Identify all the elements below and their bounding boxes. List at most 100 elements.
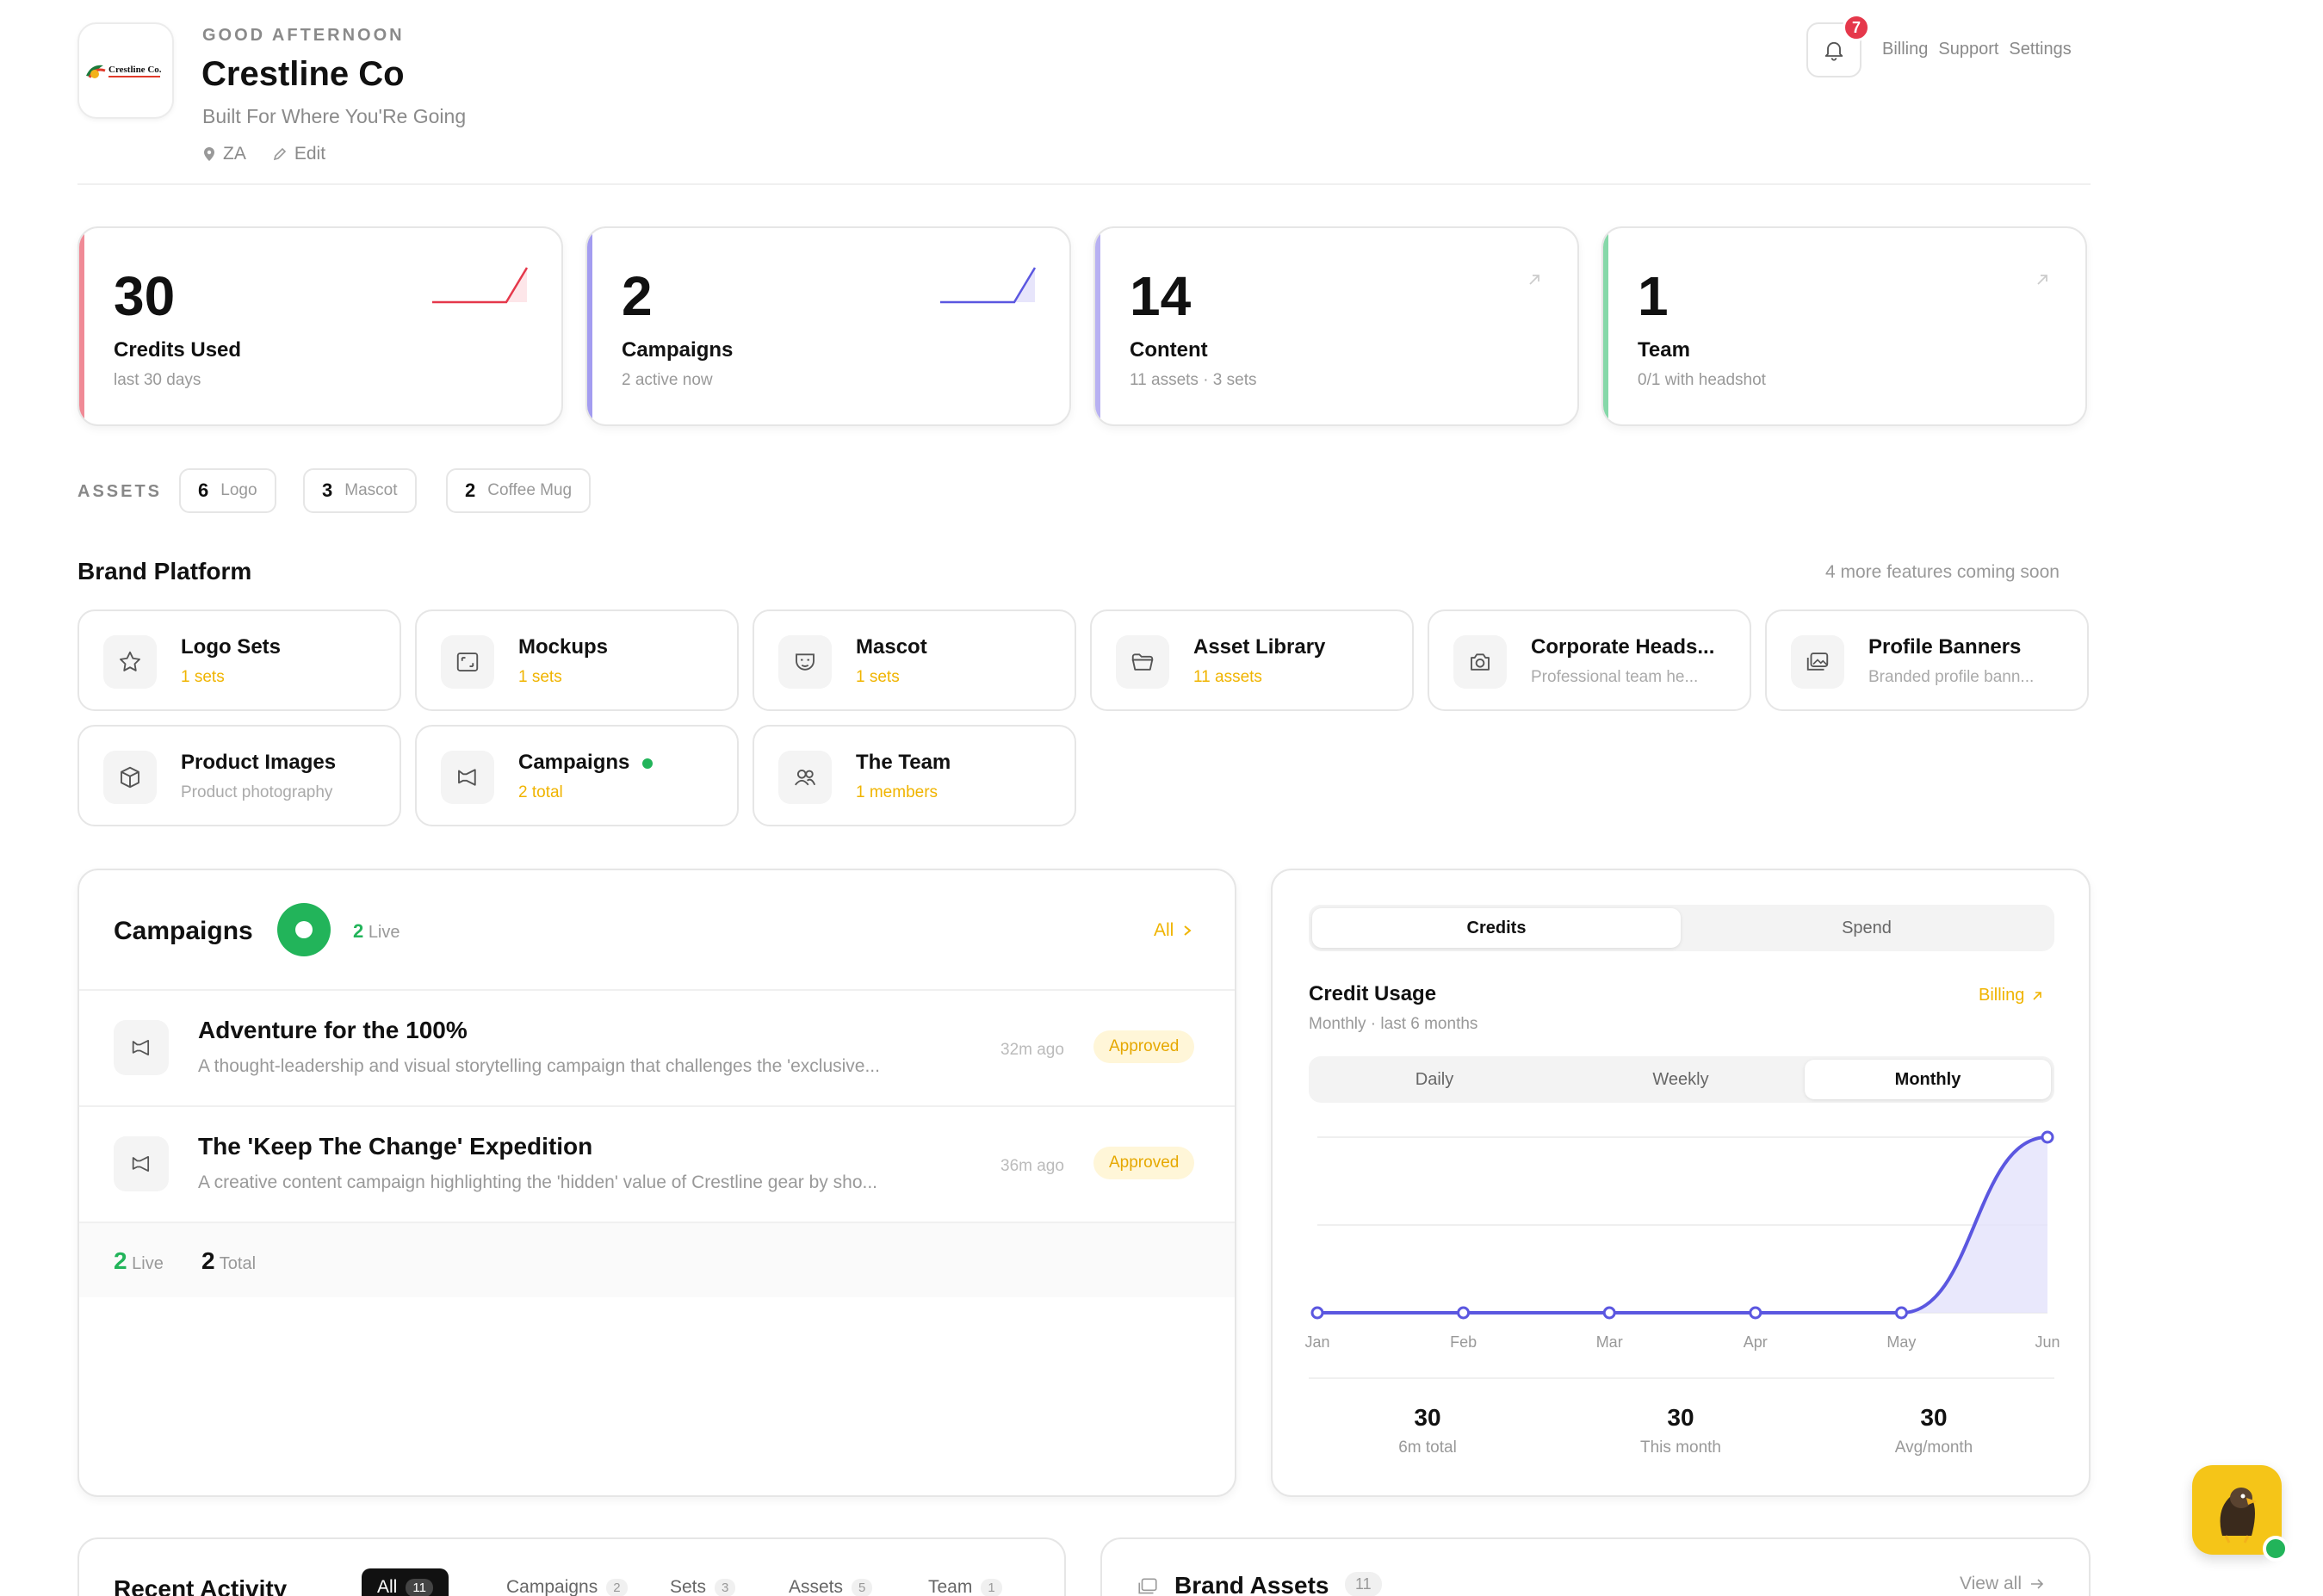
billing-link[interactable]: Billing <box>1979 986 2043 1005</box>
feature-sub: 1 members <box>856 783 938 801</box>
stat-card-campaigns[interactable]: 2 Campaigns 2 active now <box>585 226 1071 426</box>
campaigns-title: Campaigns <box>114 917 253 945</box>
campaigns-footer: 2 Live 2 Total <box>79 1222 1235 1297</box>
asset-chip-mascot[interactable]: 3 Mascot <box>303 468 417 513</box>
mask-icon <box>796 653 815 671</box>
feature-sub: Professional team he... <box>1531 668 1699 686</box>
campaign-time: 32m ago <box>1000 1041 1064 1059</box>
campaign-title: The 'Keep The Change' Expedition <box>198 1133 593 1160</box>
asset-chip-logo[interactable]: 6 Logo <box>179 468 276 513</box>
feature-asset-library[interactable]: Asset Library 11 assets <box>1090 609 1414 711</box>
chevron-right-icon <box>1184 925 1192 936</box>
all-campaigns-link[interactable]: All <box>1154 920 1192 941</box>
stat-card-content[interactable]: 14 Content 11 assets · 3 sets <box>1093 226 1579 426</box>
chip-label: Mascot <box>344 481 398 499</box>
summary-label: Avg/month <box>1894 1438 1973 1457</box>
campaign-row[interactable]: The 'Keep The Change' Expedition A creat… <box>79 1105 1235 1222</box>
stat-card-team[interactable]: 1 Team 0/1 with headshot <box>1601 226 2087 426</box>
brand-assets-title: Brand Assets <box>1174 1572 1329 1596</box>
edit-link[interactable]: Edit <box>272 144 325 164</box>
campaign-description: A thought-leadership and visual storytel… <box>198 1056 880 1076</box>
stat-accent-bar <box>1095 228 1100 424</box>
tab-label: All <box>377 1577 398 1596</box>
chart-point-apr[interactable] <box>1749 1306 1762 1320</box>
brand-assets-count: 11 <box>1345 1572 1382 1596</box>
bell-icon <box>1824 41 1843 61</box>
period-daily[interactable]: Daily <box>1415 1069 1454 1089</box>
arrow-right-icon <box>2030 1579 2044 1589</box>
crestline-logo-icon: Crestline Co. <box>86 65 162 78</box>
feature-product-images[interactable]: Product Images Product photography <box>77 725 401 826</box>
status-badge: Approved <box>1093 1147 1195 1179</box>
chart-x-label: Feb <box>1450 1333 1477 1351</box>
images-icon <box>1138 1578 1157 1594</box>
brand-assets-panel: Brand Assets 11 View all <box>1100 1537 2091 1596</box>
feature-title: Corporate Heads... <box>1531 635 1715 659</box>
feature-mockups[interactable]: Mockups 1 sets <box>415 609 739 711</box>
feature-the-team[interactable]: The Team 1 members <box>753 725 1076 826</box>
feature-title: The Team <box>856 751 951 774</box>
live-indicator-dot <box>295 921 313 938</box>
live-count: 2 <box>353 920 364 942</box>
period-weekly[interactable]: Weekly <box>1652 1069 1709 1089</box>
chart-point-may[interactable] <box>1894 1306 1908 1320</box>
chart-area <box>1317 1137 2047 1313</box>
chart-point-jun[interactable] <box>2041 1130 2054 1144</box>
company-name: Crestline Co <box>201 55 405 93</box>
stat-label: Content <box>1130 338 1208 362</box>
tab-campaigns[interactable]: Campaigns 2 <box>491 1568 643 1596</box>
stat-sub: 11 assets · 3 sets <box>1130 371 1257 389</box>
live-indicator <box>277 903 331 956</box>
campaign-title: Adventure for the 100% <box>198 1017 468 1043</box>
tab-all[interactable]: All 11 <box>362 1568 449 1596</box>
tab-assets[interactable]: Assets 5 <box>773 1568 888 1596</box>
footer-total-label: Total <box>219 1254 257 1273</box>
settings-link[interactable]: Settings <box>2009 40 2072 59</box>
chart-point-jan[interactable] <box>1310 1306 1324 1320</box>
feature-title: Mockups <box>518 635 609 659</box>
feature-icon-box <box>441 635 494 689</box>
period-toggle: Daily Weekly Monthly <box>1309 1056 2054 1103</box>
feature-sub: 2 total <box>518 783 563 801</box>
feature-mascot[interactable]: Mascot 1 sets <box>753 609 1076 711</box>
chart-point-feb[interactable] <box>1457 1306 1471 1320</box>
tab-label: Assets <box>789 1577 844 1596</box>
online-status-dot <box>2263 1536 2289 1562</box>
tab-spend[interactable]: Spend <box>1842 918 1892 937</box>
feature-profile-banners[interactable]: Profile Banners Branded profile bann... <box>1765 609 2089 711</box>
chart-point-mar[interactable] <box>1602 1306 1616 1320</box>
summary-divider <box>1309 1377 2054 1379</box>
company-logo[interactable]: Crestline Co. <box>77 22 174 119</box>
feature-logo-sets[interactable]: Logo Sets 1 sets <box>77 609 401 711</box>
asset-chip-coffee-mug[interactable]: 2 Coffee Mug <box>446 468 592 513</box>
feature-title: Product Images <box>181 751 337 774</box>
live-summary: 2 Live <box>353 920 400 943</box>
period-monthly[interactable]: Monthly <box>1805 1060 2051 1099</box>
stat-value: 30 <box>114 265 176 327</box>
summary-label: 6m total <box>1398 1438 1457 1457</box>
campaign-row[interactable]: Adventure for the 100% A thought-leaders… <box>79 989 1235 1105</box>
feature-icon-box <box>441 751 494 804</box>
assets-label: ASSETS <box>77 482 163 501</box>
logo-text: Crestline Co. <box>108 65 162 75</box>
support-link[interactable]: Support <box>1938 40 1999 59</box>
feature-corporate-headshots[interactable]: Corporate Heads... Professional team he.… <box>1428 609 1751 711</box>
view-all-text: View all <box>1960 1574 2022 1593</box>
top-links: Billing Support Settings <box>1882 40 2072 59</box>
view-all-link[interactable]: View all <box>1960 1574 2044 1594</box>
stat-label: Campaigns <box>622 338 734 362</box>
stat-value: 1 <box>1638 265 1669 327</box>
chart-x-label: May <box>1886 1333 1916 1351</box>
arrow-up-right-icon <box>2037 275 2047 285</box>
feature-campaigns[interactable]: Campaigns 2 total <box>415 725 739 826</box>
chip-count: 2 <box>465 479 476 501</box>
sparkline-icon <box>940 267 1037 304</box>
tab-credits[interactable]: Credits <box>1312 908 1681 948</box>
stat-card-credits[interactable]: 30 Credits Used last 30 days <box>77 226 563 426</box>
status-badge: Approved <box>1093 1030 1195 1063</box>
tab-team[interactable]: Team 1 <box>913 1568 1018 1596</box>
tab-sets[interactable]: Sets 3 <box>654 1568 751 1596</box>
chart-x-label: Apr <box>1744 1333 1768 1351</box>
campaign-time: 36m ago <box>1000 1157 1064 1175</box>
billing-link[interactable]: Billing <box>1882 40 1929 59</box>
